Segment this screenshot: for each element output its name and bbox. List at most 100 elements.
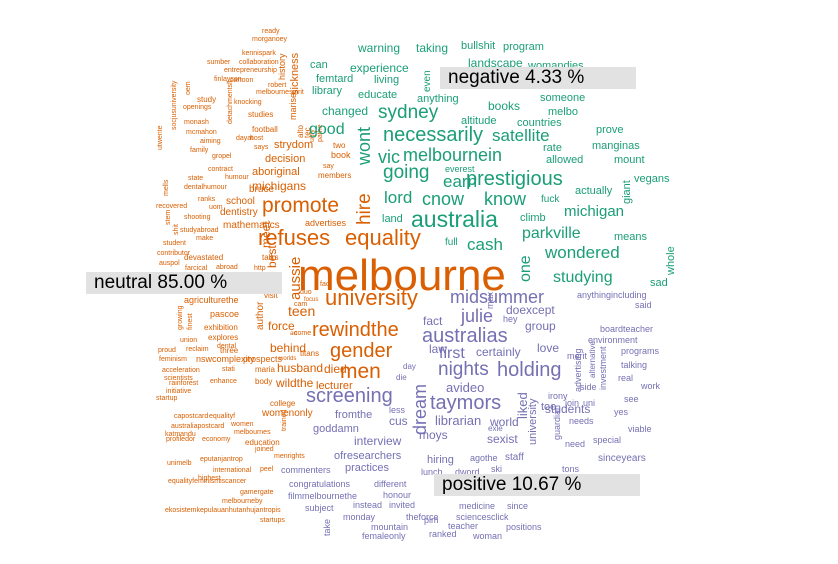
word-neutral-4: promote [262,194,339,217]
word-neutral-94: women [230,421,254,428]
word-positive-68: medicine [459,501,495,511]
word-positive-47: tons [562,464,580,474]
word-negative-14: parkville [522,225,581,242]
word-positive-21: environment [588,335,638,345]
word-neutral-72: exhibition [204,323,238,332]
word-neutral-1: university [325,285,418,310]
word-neutral-82: enhance [210,378,237,385]
word-neutral-57: studyabroad [180,227,219,234]
word-neutral-92: equalityf [209,413,235,420]
word-neutral-41: cartoon [230,77,253,84]
word-neutral-89: college [270,399,296,408]
word-negative-1: necessarily [383,124,483,146]
word-neutral-37: say [323,163,334,170]
word-neutral-86: maria [255,365,276,374]
word-positive-15: fact [423,314,443,328]
word-negative-40: prove [596,124,624,136]
word-neutral-5: rewindthe [312,319,399,341]
word-neutral-58: make [196,235,213,242]
word-neutral-128: ugly [309,129,316,142]
word-positive-51: students [545,402,590,416]
word-neutral-105: international [213,467,252,474]
word-neutral-48: gropel [212,153,232,160]
word-neutral-113: collaboration [239,59,279,66]
word-negative-50: vegans [634,173,670,185]
word-negative-35: books [488,99,520,113]
word-neutral-83: initiative [166,388,191,395]
word-neutral-97: profiledor [166,436,196,443]
word-negative-34: anything [417,93,459,105]
word-negative-11: know [484,189,527,209]
word-positive-78: monday [343,512,376,522]
word-negative-23: bullshit [461,40,495,52]
word-negative-46: climb [520,212,546,224]
word-neutral-15: husband [277,361,323,375]
word-negative-56: cash [467,235,503,254]
word-positive-33: librarian [435,413,481,428]
word-neutral-131: shit [173,224,180,235]
word-positive-72: sciencesclick [456,512,509,522]
word-negative-37: melbo [548,106,578,118]
word-positive-36: cus [389,414,408,428]
word-neutral-68: art [290,331,297,337]
word-negative-24: program [503,41,544,53]
word-positive-32: avideo [446,380,484,395]
word-neutral-18: lecturer [316,380,353,392]
word-neutral-137: highest [198,475,221,482]
word-neutral-126: http [254,265,266,272]
word-neutral-81: rainforest [169,380,198,387]
word-positive-17: max [485,291,495,309]
word-positive-71: plm [424,515,439,525]
word-negative-29: educate [358,89,397,101]
word-negative-2: sydney [378,102,439,123]
word-negative-30: landscape [468,56,523,70]
word-neutral-106: peel [260,466,274,473]
word-negative-38: altitude [461,115,496,127]
word-negative-51: land [382,213,403,225]
word-neutral-103: eputanjantrop [200,456,243,463]
word-negative-52: full [445,237,458,248]
word-neutral-102: menrights [274,453,305,460]
word-negative-26: femtard [316,73,353,85]
word-negative-12: lord [384,188,412,207]
word-neutral-112: kennispark [242,50,276,57]
word-neutral-71: explores [208,333,238,342]
word-negative-5: wont [354,127,374,166]
word-neutral-53: recovered [156,203,187,210]
word-neutral-79: acceleration [162,367,200,374]
word-neutral-75: dental [217,343,237,350]
word-neutral-140: mells [163,179,170,196]
word-negative-45: everest [445,164,475,174]
word-positive-20: boardteacher [600,324,653,334]
word-positive-37: moys [419,428,448,442]
word-neutral-29: history [277,53,287,80]
word-negative-42: allowed [546,154,583,166]
word-negative-20: experience [350,61,409,75]
word-neutral-27: advertises [305,218,347,228]
word-positive-57: advertising [573,348,583,392]
word-negative-36: someone [540,92,585,104]
word-positive-34: world [489,415,519,429]
word-positive-27: yes [614,407,629,417]
word-positive-23: talking [621,360,647,370]
word-positive-86: day [403,362,416,371]
word-positive-2: julie [460,306,493,326]
word-positive-35: sexist [487,432,518,446]
word-neutral-62: abroad [216,264,238,271]
word-negative-33: changed [322,104,368,118]
word-positive-55: uni [583,398,595,408]
word-neutral-76: three [220,346,239,355]
word-neutral-44: monash [184,119,209,126]
word-positive-28: viable [628,424,652,434]
word-neutral-56: shooting [184,214,211,221]
word-negative-22: taking [416,41,448,55]
word-negative-19: one [517,255,534,282]
word-negative-15: good [309,121,345,138]
word-negative-55: sad [650,277,668,289]
word-neutral-144: stati [222,366,235,373]
word-positive-81: lunch [421,467,443,477]
word-positive-31: needs [569,416,594,426]
word-neutral-111: startups [260,517,285,524]
word-neutral-87: body [255,377,272,386]
word-neutral-6: men [340,360,381,383]
